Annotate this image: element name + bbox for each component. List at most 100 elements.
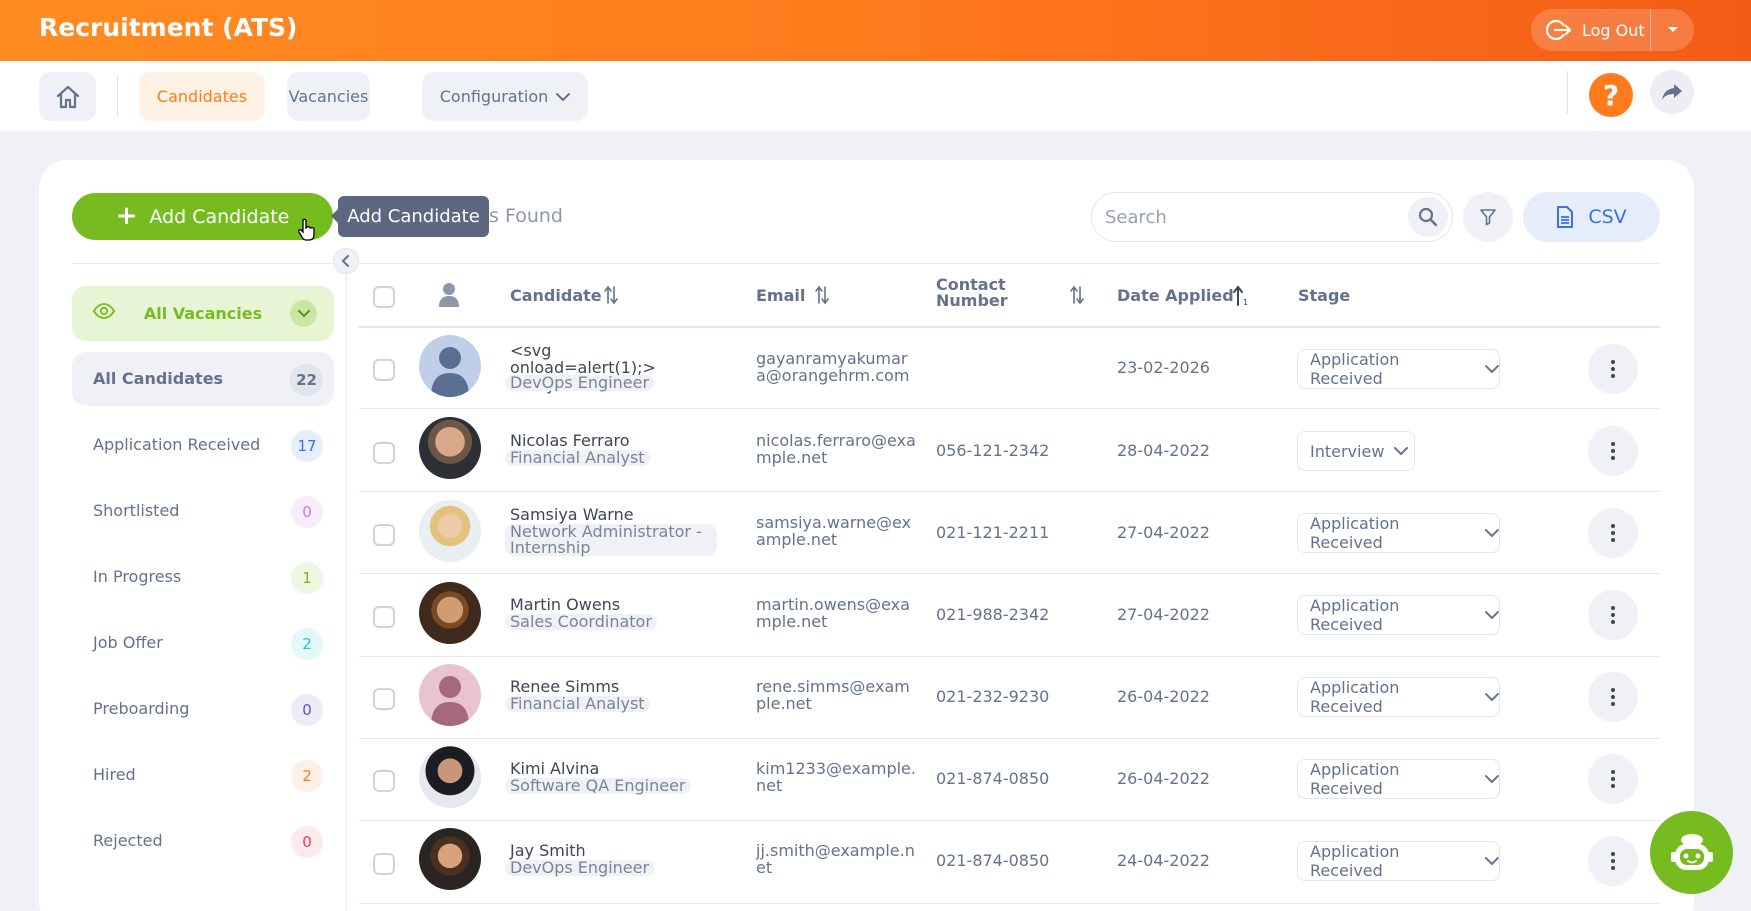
- row-checkbox[interactable]: [373, 359, 395, 381]
- stage-dropdown[interactable]: Application Received: [1297, 759, 1500, 799]
- avatar: [419, 828, 481, 890]
- main-card: + Add Candidate s Found Add Candidate CS…: [39, 160, 1694, 911]
- logout-dropdown[interactable]: [1651, 26, 1694, 34]
- candidate-phone: 021-874-0850: [936, 769, 1050, 788]
- select-all-checkbox[interactable]: [373, 286, 395, 308]
- candidate-email: nicolas.ferraro@example.net: [756, 431, 916, 467]
- row-checkbox[interactable]: [373, 688, 395, 710]
- stage-dropdown[interactable]: Interview: [1297, 431, 1415, 471]
- plus-icon: +: [115, 200, 138, 231]
- sort-icon[interactable]: [1069, 285, 1085, 305]
- tab-configuration[interactable]: Configuration: [422, 72, 588, 121]
- tab-candidates[interactable]: Candidates: [139, 72, 265, 121]
- stage-dropdown[interactable]: Application Received: [1297, 841, 1500, 881]
- vacancy-filter-label: All Vacancies: [143, 304, 263, 323]
- sidebar-item-label: Rejected: [93, 831, 163, 850]
- candidate-phone: 021-232-9230: [936, 687, 1050, 706]
- chevron-down-icon: [1485, 529, 1499, 538]
- stage-dropdown[interactable]: Application Received: [1297, 513, 1500, 553]
- candidate-name[interactable]: Martin Owens: [510, 595, 621, 614]
- sidebar-item-all-candidates[interactable]: All Candidates 22: [72, 352, 334, 406]
- chevron-down-icon: [1485, 693, 1499, 702]
- stage-dropdown[interactable]: Application Received: [1297, 677, 1500, 717]
- row-actions-button[interactable]: [1588, 754, 1638, 804]
- chevron-down-icon: [297, 309, 310, 317]
- sort-icon[interactable]: [814, 285, 830, 305]
- chevron-down-icon: [1485, 365, 1499, 374]
- person-placeholder-icon: [431, 676, 469, 726]
- chevron-down-icon: [1485, 857, 1499, 866]
- stage-value: Application Received: [1310, 350, 1400, 388]
- candidate-date-applied: 26-04-2022: [1117, 769, 1210, 788]
- collapse-sidebar-button[interactable]: [333, 248, 359, 274]
- sidebar-item-count: 22: [290, 364, 323, 396]
- more-vertical-icon: [1611, 360, 1615, 378]
- sort-ascending-icon[interactable]: 1: [1233, 285, 1249, 307]
- sidebar-item-count: 1: [291, 562, 323, 594]
- row-checkbox[interactable]: [373, 853, 395, 875]
- add-candidate-label: Add Candidate: [149, 205, 290, 228]
- nav-divider: [117, 75, 118, 118]
- row-actions-button[interactable]: [1588, 426, 1638, 476]
- candidate-vacancy: Sales Coordinator: [505, 614, 657, 630]
- share-icon: [1662, 84, 1682, 100]
- row-actions-button[interactable]: [1588, 590, 1638, 640]
- candidate-name[interactable]: Renee Simms: [510, 677, 620, 696]
- tab-vacancies[interactable]: Vacancies: [287, 72, 370, 121]
- row-checkbox[interactable]: [373, 524, 395, 546]
- sidebar-item-preboarding[interactable]: Preboarding 0: [72, 682, 334, 736]
- logout-button[interactable]: Log Out: [1531, 9, 1651, 51]
- search-box: [1091, 192, 1453, 242]
- chevron-down-icon: [1394, 447, 1409, 456]
- stage-dropdown[interactable]: Application Received: [1297, 595, 1500, 635]
- sidebar-item-job-offer[interactable]: Job Offer 2: [72, 616, 334, 670]
- help-icon: ?: [1602, 78, 1620, 112]
- row-actions-button[interactable]: [1588, 672, 1638, 722]
- add-candidate-tooltip: Add Candidate: [331, 196, 489, 237]
- search-input[interactable]: [1092, 193, 1392, 241]
- stage-dropdown[interactable]: Application Received: [1297, 349, 1500, 389]
- row-checkbox[interactable]: [373, 442, 395, 464]
- candidate-date-applied: 28-04-2022: [1117, 441, 1210, 460]
- filter-button[interactable]: [1463, 192, 1513, 242]
- row-checkbox[interactable]: [373, 770, 395, 792]
- column-header-email[interactable]: Email: [756, 286, 806, 305]
- sidebar-item-application-received[interactable]: Application Received 17: [72, 418, 334, 472]
- candidate-name[interactable]: Jay Smith: [510, 841, 586, 860]
- home-button[interactable]: [39, 72, 96, 121]
- help-button[interactable]: ?: [1589, 73, 1633, 117]
- sidebar-item-rejected[interactable]: Rejected 0: [72, 814, 334, 868]
- sort-icon[interactable]: [603, 285, 619, 305]
- logout-control[interactable]: Log Out: [1531, 9, 1694, 51]
- row-actions-button[interactable]: [1588, 344, 1638, 394]
- candidate-email: jj.smith@example.net: [756, 841, 915, 877]
- search-button[interactable]: [1408, 197, 1448, 237]
- candidate-name[interactable]: Kimi Alvina: [510, 759, 600, 778]
- row-actions-button[interactable]: [1588, 508, 1638, 558]
- csv-export-button[interactable]: CSV: [1523, 192, 1660, 242]
- row-divider: [359, 820, 1660, 821]
- vacancy-filter-dropdown[interactable]: All Vacancies: [72, 286, 334, 341]
- document-icon: [1557, 206, 1574, 228]
- nav-divider-right: [1567, 71, 1568, 114]
- share-button[interactable]: [1650, 70, 1694, 114]
- person-placeholder-icon: [431, 347, 469, 397]
- sidebar-item-count: 17: [291, 430, 323, 462]
- sidebar-item-hired[interactable]: Hired 2: [72, 748, 334, 802]
- candidate-vacancy: Financial Analyst: [505, 450, 650, 466]
- sidebar-item-shortlisted[interactable]: Shortlisted 0: [72, 484, 334, 538]
- column-header-candidate[interactable]: Candidate: [510, 286, 602, 305]
- column-header-contact-number[interactable]: Contact Number: [936, 275, 1008, 310]
- caret-down-icon: [1667, 27, 1678, 32]
- row-actions-button[interactable]: [1588, 836, 1638, 886]
- assistant-bot-button[interactable]: [1650, 811, 1733, 894]
- candidate-name[interactable]: Nicolas Ferraro: [510, 431, 630, 450]
- add-candidate-button[interactable]: + Add Candidate: [72, 193, 333, 240]
- stage-value: Application Received: [1310, 842, 1400, 880]
- sidebar-item-label: Shortlisted: [93, 501, 180, 520]
- candidate-date-applied: 27-04-2022: [1117, 605, 1210, 624]
- row-checkbox[interactable]: [373, 606, 395, 628]
- column-header-date-applied[interactable]: Date Applied: [1117, 286, 1234, 305]
- sidebar-item-in-progress[interactable]: In Progress 1: [72, 550, 334, 604]
- candidate-name[interactable]: Samsiya Warne: [510, 505, 634, 524]
